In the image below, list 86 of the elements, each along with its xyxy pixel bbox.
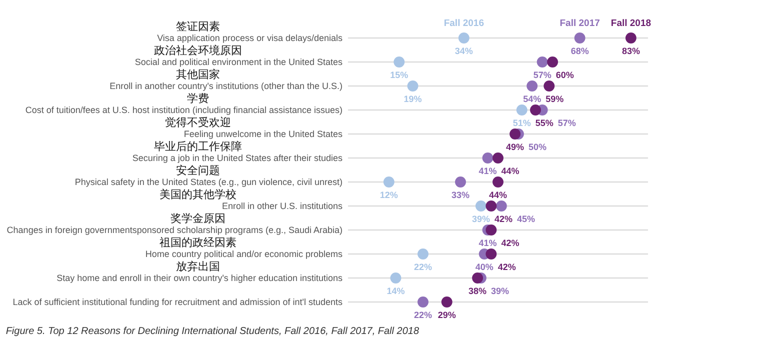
y-tick-label: Stay home and enroll in their own country's higher education institutions [56,273,343,283]
point [544,80,555,92]
point [390,272,402,284]
data-label: 83% [622,46,640,56]
text: 美国的其他学校 [160,188,236,201]
data-label: 33% [451,190,470,200]
y-tick-label: Enroll in other U.S. institutions [222,201,343,211]
point [455,176,466,188]
y-tick-label: Feeling unwelcome in the United States [184,129,343,139]
data-label: 22% [414,262,432,272]
text: 政治社会环境原因 [154,44,242,57]
data-label: 54% [523,94,542,104]
text: 放弃出国 [176,260,220,273]
point [492,152,504,164]
point [530,104,541,116]
point [441,296,452,308]
text: Figure 5. Top 12 Reasons for Declining International Students, Fall 2016, Fall 2017, Fall 2018 [6,326,420,337]
data-label: 57% [533,70,552,80]
text: 其他国家 [176,68,220,81]
data-label: 51% [512,118,531,128]
text: 觉得不受欢迎 [165,116,231,129]
data-label: 68% [570,46,589,56]
y-tick-label: Physical safety in the United States (e.g., gun violence, civil unrest) [74,177,342,187]
point [418,296,428,308]
y-tick-label: Social and political environment in the United States [134,57,343,67]
data-label: 39% [472,214,490,224]
text: 安全问题 [176,164,220,177]
point [625,32,636,44]
point [510,128,521,140]
data-label: 22% [414,310,432,320]
data-label: 57% [558,118,576,128]
y-tick-label: Lack of sufficient institutional funding for recruitment and admission of int'l students [12,297,343,307]
point [496,200,507,212]
data-label: 49% [506,142,524,152]
data-label: 19% [404,94,422,104]
data-label: 29% [438,310,456,320]
point [526,80,538,92]
text: 学费 [187,92,209,105]
point [475,200,486,212]
data-label: 12% [380,190,398,200]
point [516,104,528,116]
data-label: 34% [454,46,473,56]
data-label: 45% [516,214,535,224]
text: 祖国的政经因素 [160,236,236,249]
text: 奖学金原因 [170,212,226,225]
data-label: 55% [535,118,554,128]
point [492,176,504,188]
y-tick-label: Cost of tuition/fees at U.S. host institution (including financial assistance issues) [25,105,342,115]
data-label: 44% [501,166,520,176]
point [472,272,484,284]
point [486,200,497,212]
data-label: 60% [556,70,574,80]
series-label: Fall 2018 [610,18,652,29]
data-label: 15% [390,70,408,80]
point [482,152,494,164]
data-label: 42% [501,238,520,248]
point [574,32,586,44]
point [383,176,394,188]
point [418,248,428,260]
y-tick-label: Visa application process or visa delays/denials [157,33,343,43]
data-label: 41% [478,238,497,248]
data-label: 14% [386,286,405,296]
data-label: 38% [468,286,487,296]
series-label: Fall 2017 [560,18,600,29]
point [486,224,497,236]
data-label: 40% [475,262,494,272]
point [536,56,548,68]
text: 毕业后的工作保障 [154,140,242,153]
text: 签证因素 [176,20,220,33]
point [407,80,418,92]
data-label: 42% [494,214,512,224]
y-tick-label: Home country political and/or economic problems [145,249,343,259]
y-tick-label: Changes in foreign governmentsponsored scholarship programs (e.g., Saudi Arabia) [6,225,342,235]
data-label: 41% [478,166,497,176]
data-label: 59% [546,94,564,104]
data-label: 44% [488,190,508,200]
point [394,56,405,68]
series-label: Fall 2016 [444,18,484,29]
y-tick-label: Securing a job in the United States after their studies [132,153,343,163]
point [458,32,470,44]
data-label: 50% [528,142,547,152]
point [547,56,558,68]
y-tick-label: Enroll in another country's institutions (other than the U.S.) [110,81,342,91]
point [486,248,497,260]
data-label: 39% [491,286,510,296]
data-label: 42% [498,262,516,272]
